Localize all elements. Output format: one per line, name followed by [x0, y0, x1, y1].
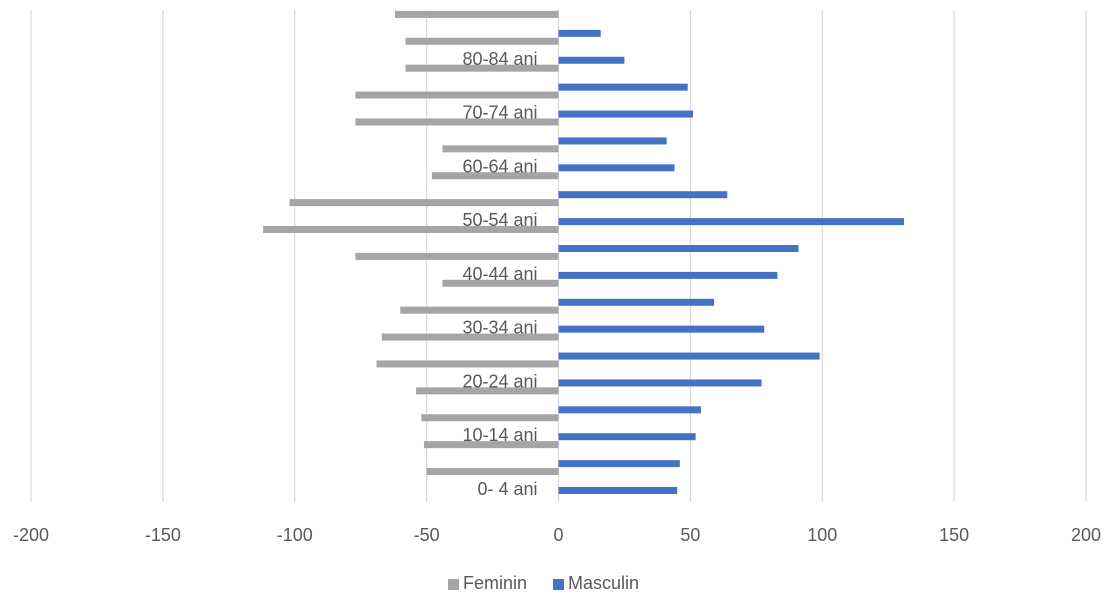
- bar-masculin: [558, 245, 799, 252]
- x-tick-label: -200: [13, 525, 49, 545]
- bar-feminin: [263, 226, 559, 233]
- bar-masculin: [558, 218, 905, 226]
- bar-feminin: [355, 252, 559, 260]
- series-masculin: [558, 29, 905, 494]
- bar-masculin: [558, 379, 762, 387]
- category-label: 50-54 ani: [462, 210, 537, 230]
- legend-swatch-feminin: [448, 579, 459, 590]
- bar-masculin: [558, 460, 680, 468]
- x-tick-label: 0: [553, 525, 563, 545]
- category-label: 60-64 ani: [462, 156, 537, 176]
- bar-masculin: [558, 164, 675, 172]
- series-feminin: [263, 10, 559, 475]
- bar-masculin: [558, 271, 778, 279]
- x-axis-ticks: -200 -150 -100 -50 0 50 100 150 200: [13, 525, 1101, 545]
- x-tick-label: 50: [680, 525, 700, 545]
- bar-masculin: [558, 56, 625, 64]
- category-label: 70-74 ani: [462, 103, 537, 123]
- legend-label-feminin: Feminin: [463, 573, 527, 593]
- bar-masculin: [558, 433, 696, 441]
- legend: Feminin Masculin: [448, 573, 639, 593]
- bar-feminin: [421, 414, 559, 422]
- bar-feminin: [405, 37, 559, 45]
- bar-masculin: [558, 29, 601, 37]
- category-label: 10-14 ani: [462, 425, 537, 445]
- bar-feminin: [376, 360, 559, 368]
- category-label: 0- 4 ani: [477, 479, 537, 499]
- bar-feminin: [355, 91, 559, 99]
- bar-feminin: [442, 279, 559, 287]
- x-tick-label: -150: [145, 525, 181, 545]
- category-label: 20-24 ani: [462, 371, 537, 391]
- bar-feminin: [442, 145, 559, 153]
- bar-feminin: [355, 118, 559, 126]
- category-labels: 0- 4 ani 10-14 ani 20-24 ani 30-34 ani 40-44…: [462, 49, 537, 499]
- bar-feminin: [394, 10, 559, 18]
- bar-masculin: [558, 110, 694, 118]
- bar-masculin: [558, 83, 688, 91]
- bar-feminin: [426, 468, 559, 475]
- category-label: 40-44 ani: [462, 264, 537, 284]
- bar-masculin: [558, 487, 678, 494]
- bar-feminin: [289, 199, 559, 207]
- legend-label-masculin: Masculin: [568, 573, 639, 593]
- bar-masculin: [558, 352, 820, 360]
- bar-feminin: [405, 64, 559, 72]
- bar-feminin: [431, 172, 559, 180]
- category-label: 30-34 ani: [462, 318, 537, 338]
- bar-masculin: [558, 406, 701, 414]
- legend-swatch-masculin: [553, 579, 564, 590]
- x-tick-label: 200: [1071, 525, 1101, 545]
- x-tick-label: 100: [807, 525, 837, 545]
- x-tick-label: 150: [939, 525, 969, 545]
- bar-feminin: [381, 333, 559, 341]
- bar-feminin: [400, 306, 559, 314]
- bar-masculin: [558, 325, 765, 333]
- category-label: 80-84 ani: [462, 49, 537, 69]
- x-tick-label: -100: [277, 525, 313, 545]
- bar-masculin: [558, 137, 667, 145]
- bar-feminin: [423, 441, 559, 449]
- x-tick-label: -50: [414, 525, 440, 545]
- bar-feminin: [416, 387, 559, 395]
- bar-masculin: [558, 298, 715, 306]
- bar-masculin: [558, 191, 728, 199]
